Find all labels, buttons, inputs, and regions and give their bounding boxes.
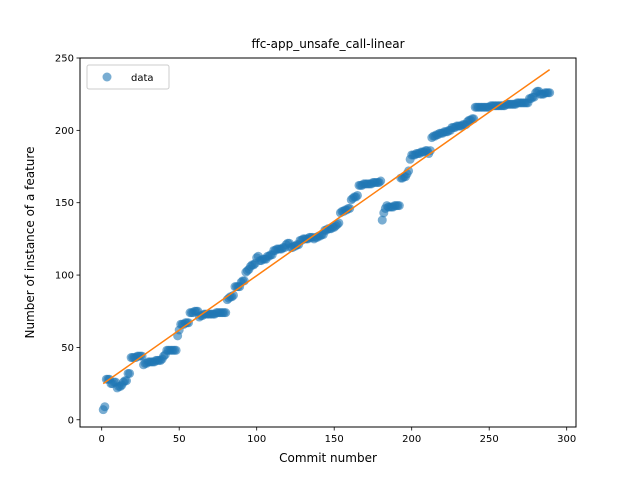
- y-axis-label: Number of instance of a feature: [23, 147, 37, 339]
- legend-marker: [102, 72, 112, 82]
- fit-line: [102, 68, 551, 385]
- y-tick-label: 50: [61, 343, 74, 354]
- x-tick-label: 0: [99, 434, 105, 445]
- data-point: [100, 402, 110, 412]
- x-tick-label: 200: [402, 434, 421, 445]
- data-point: [376, 176, 386, 186]
- y-tick-label: 150: [55, 198, 74, 209]
- x-tick-label: 150: [325, 434, 344, 445]
- data-point: [352, 190, 362, 200]
- x-axis-label: Commit number: [279, 451, 377, 465]
- data-layer: [98, 68, 555, 415]
- data-point: [545, 88, 555, 98]
- data-point: [377, 215, 387, 225]
- data-point: [221, 308, 231, 318]
- y-tick-label: 0: [68, 415, 74, 426]
- x-tick-label: 250: [480, 434, 499, 445]
- legend-box: [86, 64, 170, 90]
- y-tick-label: 250: [55, 54, 74, 65]
- y-axis: 0 50 100 150 200 250: [55, 54, 80, 426]
- data-point: [122, 376, 131, 386]
- y-tick-label: 100: [55, 271, 74, 282]
- x-tick-label: 100: [247, 434, 266, 445]
- data-point: [469, 114, 479, 124]
- y-tick-label: 200: [55, 126, 74, 137]
- legend: data: [86, 64, 170, 90]
- data-point: [404, 166, 414, 176]
- plot-frame: [79, 57, 577, 428]
- data-point: [345, 203, 355, 213]
- data-point: [171, 345, 181, 355]
- data-point: [394, 201, 404, 211]
- chart-title: ffc-app_unsafe_call-linear: [251, 37, 404, 51]
- legend-label: data: [131, 73, 154, 84]
- x-tick-label: 50: [173, 434, 186, 445]
- x-tick-label: 300: [557, 434, 576, 445]
- data-point: [125, 368, 135, 378]
- data-point: [334, 218, 344, 228]
- x-axis: 0 50 100 150 200 250 300: [99, 427, 576, 445]
